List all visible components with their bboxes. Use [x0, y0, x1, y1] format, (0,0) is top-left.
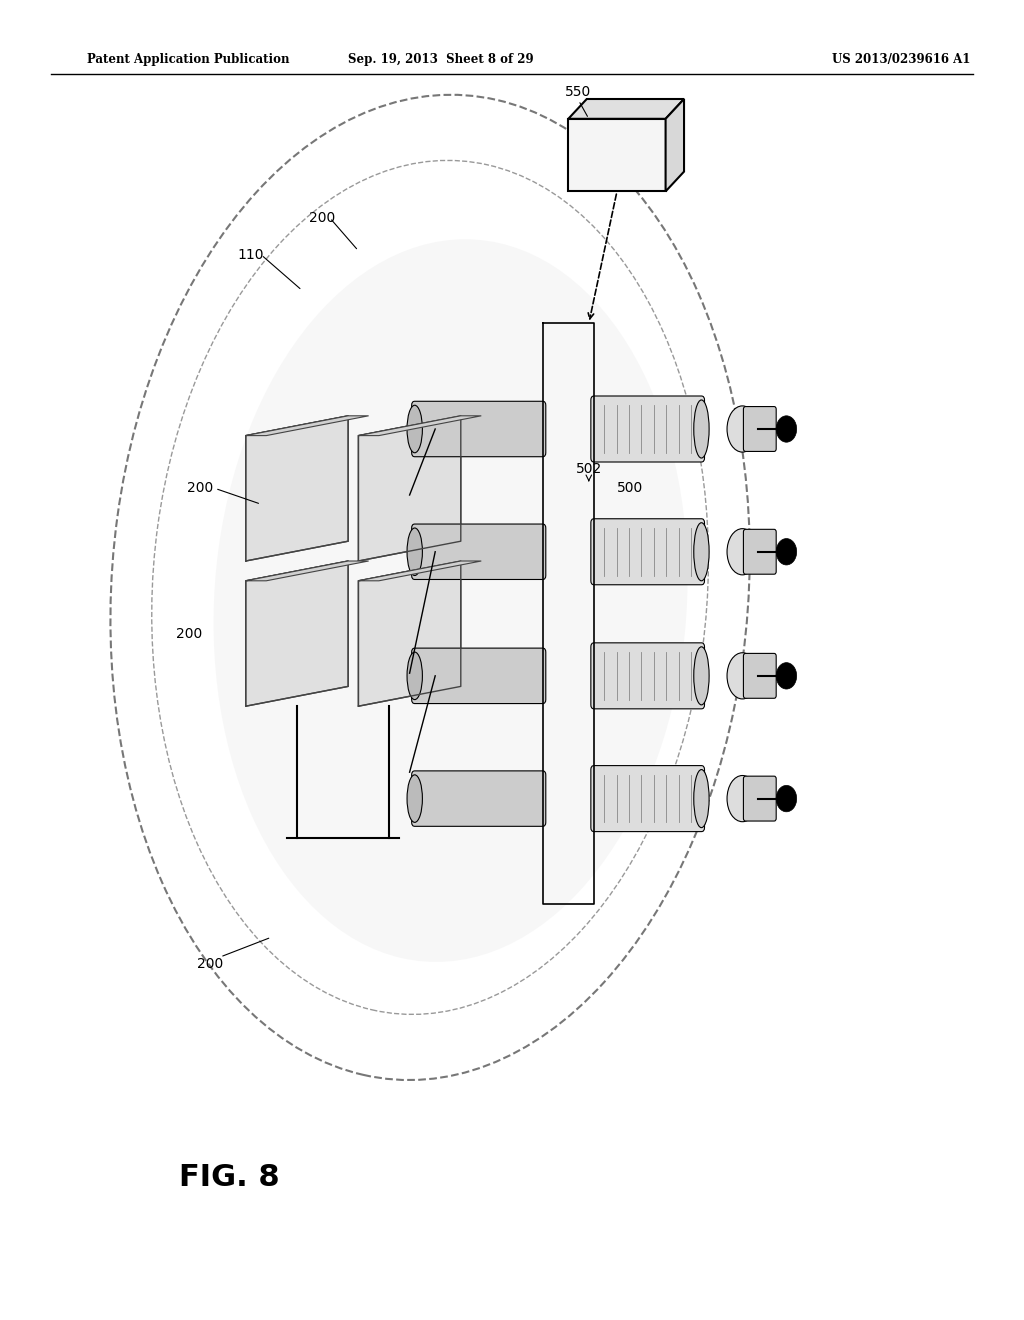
FancyBboxPatch shape	[743, 529, 776, 574]
Text: Patent Application Publication: Patent Application Publication	[87, 53, 290, 66]
Ellipse shape	[408, 528, 423, 576]
Circle shape	[776, 785, 797, 812]
Polygon shape	[568, 99, 684, 119]
Ellipse shape	[214, 239, 687, 962]
Ellipse shape	[408, 775, 423, 822]
FancyBboxPatch shape	[743, 407, 776, 451]
FancyBboxPatch shape	[412, 401, 546, 457]
Text: 200: 200	[197, 957, 223, 970]
Circle shape	[776, 539, 797, 565]
Text: 500: 500	[616, 482, 643, 495]
Text: 200: 200	[176, 627, 203, 640]
Polygon shape	[358, 416, 481, 436]
Ellipse shape	[694, 770, 709, 828]
Ellipse shape	[408, 652, 423, 700]
Ellipse shape	[727, 652, 758, 700]
FancyBboxPatch shape	[743, 776, 776, 821]
Ellipse shape	[727, 405, 758, 451]
Text: US 2013/0239616 A1: US 2013/0239616 A1	[831, 53, 971, 66]
FancyBboxPatch shape	[591, 519, 705, 585]
Polygon shape	[246, 416, 369, 436]
Ellipse shape	[727, 528, 758, 574]
FancyBboxPatch shape	[412, 771, 546, 826]
Polygon shape	[246, 561, 369, 581]
FancyBboxPatch shape	[591, 766, 705, 832]
FancyBboxPatch shape	[743, 653, 776, 698]
Polygon shape	[358, 416, 461, 561]
Polygon shape	[246, 561, 348, 706]
Ellipse shape	[408, 405, 423, 453]
Text: 550: 550	[565, 86, 592, 99]
Polygon shape	[358, 561, 481, 581]
Polygon shape	[666, 99, 684, 191]
Text: 502: 502	[575, 462, 602, 475]
FancyBboxPatch shape	[591, 396, 705, 462]
Polygon shape	[246, 416, 348, 561]
Text: FIG. 8: FIG. 8	[179, 1163, 280, 1192]
Text: 200: 200	[309, 211, 336, 224]
Text: 200: 200	[186, 482, 213, 495]
Polygon shape	[358, 561, 461, 706]
Text: Sep. 19, 2013  Sheet 8 of 29: Sep. 19, 2013 Sheet 8 of 29	[347, 53, 534, 66]
Ellipse shape	[694, 523, 709, 581]
Ellipse shape	[727, 776, 758, 821]
Ellipse shape	[694, 647, 709, 705]
FancyBboxPatch shape	[412, 524, 546, 579]
FancyBboxPatch shape	[412, 648, 546, 704]
Circle shape	[776, 416, 797, 442]
FancyBboxPatch shape	[568, 119, 666, 191]
Text: 110: 110	[238, 248, 264, 261]
Circle shape	[776, 663, 797, 689]
Ellipse shape	[694, 400, 709, 458]
FancyBboxPatch shape	[591, 643, 705, 709]
